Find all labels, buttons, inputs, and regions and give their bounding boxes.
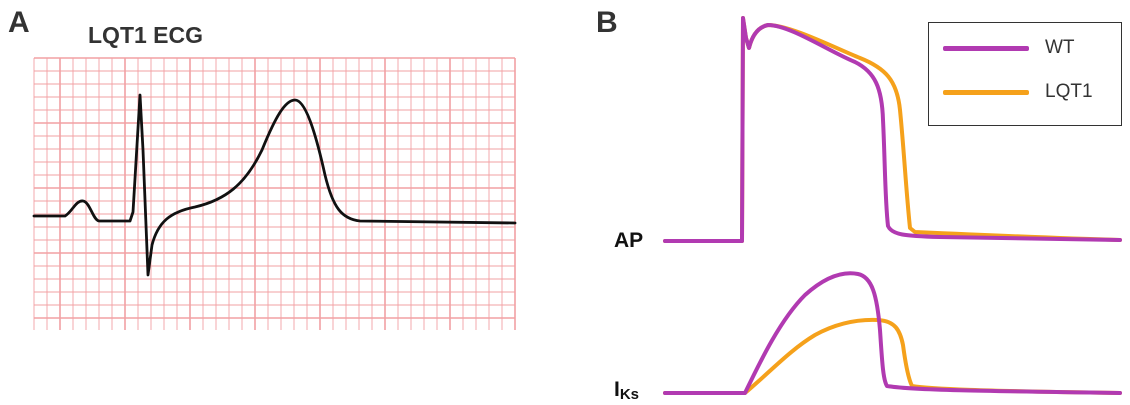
ap-wt-trace (663, 16, 1122, 243)
iks-lqt1-trace (663, 317, 1122, 395)
wt-swatch (943, 45, 1029, 51)
ecg-grid (33, 57, 516, 330)
ecg-trace (32, 93, 517, 277)
panel-a-letter: A (8, 6, 30, 39)
legend-label-wt: WT (1045, 37, 1075, 58)
legend-label-lqt1: LQT1 (1045, 81, 1093, 102)
legend-item-wt: WT (943, 37, 1075, 59)
legend-item-lqt1: LQT1 (943, 81, 1093, 103)
ap-label: AP (614, 229, 644, 252)
legend: WT LQT1 (928, 22, 1122, 126)
lqt1-swatch (943, 89, 1029, 95)
iks-wt-trace (663, 271, 1122, 395)
iks-label-main: I (614, 378, 620, 401)
iks-label: IKs (614, 378, 640, 403)
iks-label-subscript: Ks (619, 386, 640, 403)
panel-b-letter: B (596, 6, 618, 39)
ecg-title: LQT1 ECG (88, 22, 204, 48)
